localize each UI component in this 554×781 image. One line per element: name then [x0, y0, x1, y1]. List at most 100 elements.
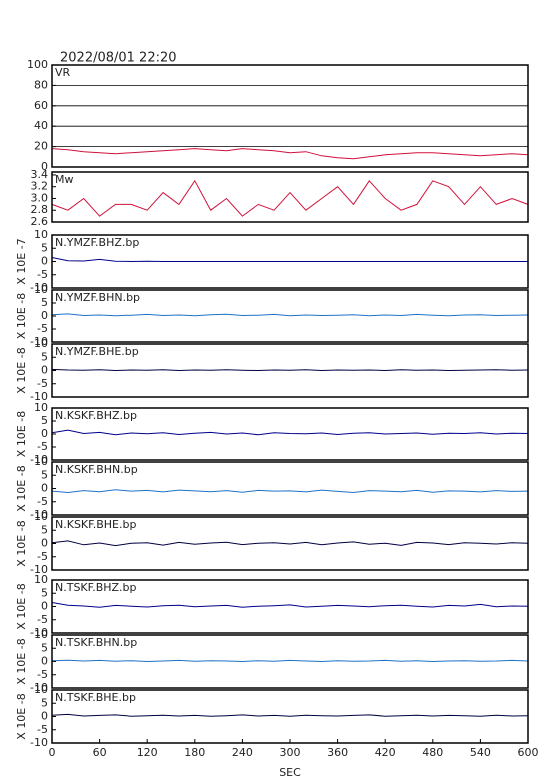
y-axis-label: X 10E -8 — [15, 583, 28, 629]
legend-label: N.KSKF.BHE.bp — [55, 518, 136, 531]
series-line — [51, 313, 529, 317]
panel-frame — [51, 461, 529, 516]
series-line — [51, 713, 529, 717]
y-tick-label: 60 — [34, 99, 48, 112]
panel-frame — [51, 407, 529, 461]
x-tick-label: 240 — [232, 746, 253, 759]
y-tick-label: -10 — [30, 626, 48, 639]
y-tick-label: 3.0 — [31, 191, 49, 204]
legend-label: N.TSKF.BHZ.bp — [55, 581, 137, 594]
x-tick-label: 120 — [137, 746, 158, 759]
y-tick-label: 80 — [34, 78, 48, 91]
y-tick-label: 0 — [41, 482, 48, 495]
series-line — [51, 368, 529, 372]
y-tick-label: 5 — [41, 414, 48, 427]
y-tick-label: -5 — [37, 268, 48, 281]
x-tick-label: 540 — [470, 746, 491, 759]
panel-frame — [51, 516, 529, 571]
y-tick-label: 0 — [41, 600, 48, 613]
y-tick-label: -10 — [30, 736, 48, 749]
y-tick-label: 5 — [41, 468, 48, 481]
y-axis-label: X 10E -8 — [15, 347, 28, 393]
y-tick-label: 2.8 — [31, 203, 49, 216]
y-tick-label: 5 — [41, 696, 48, 709]
series-line — [51, 148, 529, 160]
legend-label: N.YMZF.BHN.bp — [55, 291, 140, 304]
y-tick-label: -10 — [30, 681, 48, 694]
y-tick-label: 0 — [41, 364, 48, 377]
y-tick-label: -5 — [37, 613, 48, 626]
x-tick-label: 0 — [49, 746, 56, 759]
y-tick-label: -10 — [30, 335, 48, 348]
y-tick-label: -10 — [30, 563, 48, 576]
y-tick-label: 10 — [34, 683, 48, 696]
y-tick-label: 2.6 — [31, 215, 49, 228]
panel-frame — [51, 234, 529, 289]
y-tick-label: 10 — [34, 283, 48, 296]
series-line — [51, 659, 529, 663]
legend-label: N.TSKF.BHE.bp — [55, 691, 136, 704]
y-axis-label: X 10E -8 — [15, 411, 28, 457]
x-tick-label: 420 — [375, 746, 396, 759]
series-line — [51, 540, 529, 547]
panel-frame — [51, 689, 529, 744]
y-tick-label: 10 — [34, 455, 48, 468]
y-tick-label: 0 — [41, 655, 48, 668]
y-axis-label: X 10E -7 — [15, 238, 28, 284]
panel-frame — [51, 289, 529, 343]
y-tick-label: -5 — [37, 495, 48, 508]
y-tick-label: -10 — [30, 453, 48, 466]
y-tick-label: 3.4 — [31, 168, 49, 181]
y-tick-label: 5 — [41, 641, 48, 654]
y-tick-label: 0 — [41, 537, 48, 550]
y-tick-label: -10 — [30, 390, 48, 403]
y-tick-label: -5 — [37, 377, 48, 390]
y-tick-label: 0 — [41, 160, 48, 173]
y-tick-label: 0 — [41, 255, 48, 268]
y-axis-label: X 10E -8 — [15, 465, 28, 511]
y-tick-label: -10 — [30, 281, 48, 294]
x-tick-label: 180 — [184, 746, 205, 759]
x-tick-label: 480 — [422, 746, 443, 759]
legend-label: N.YMZF.BHZ.bp — [55, 236, 139, 249]
series-line — [51, 429, 529, 436]
legend-label: Mw — [55, 173, 74, 186]
x-tick-label: 60 — [93, 746, 107, 759]
y-axis-label: X 10E -8 — [15, 293, 28, 339]
y-tick-label: 0 — [41, 710, 48, 723]
x-tick-label: 360 — [327, 746, 348, 759]
y-tick-label: 5 — [41, 241, 48, 254]
y-tick-label: 100 — [27, 58, 48, 71]
legend-label: N.YMZF.BHE.bp — [55, 345, 139, 358]
y-tick-label: -5 — [37, 440, 48, 453]
y-tick-label: 10 — [34, 228, 48, 241]
y-tick-label: 3.2 — [31, 180, 49, 193]
x-tick-label: 600 — [518, 746, 539, 759]
y-tick-label: -5 — [37, 668, 48, 681]
y-tick-label: -5 — [37, 723, 48, 736]
y-tick-label: -5 — [37, 550, 48, 563]
panel-frame — [51, 579, 529, 634]
y-tick-label: 10 — [34, 573, 48, 586]
x-tick-label: 300 — [280, 746, 301, 759]
series-line — [51, 602, 529, 608]
panel-frame — [51, 64, 529, 168]
y-tick-label: 5 — [41, 586, 48, 599]
y-tick-label: 5 — [41, 350, 48, 363]
series-line — [51, 179, 529, 217]
y-axis-label: X 10E -8 — [15, 520, 28, 566]
y-tick-label: -5 — [37, 322, 48, 335]
series-line — [51, 489, 529, 494]
series-line — [51, 257, 528, 263]
chart-title: 2022/08/01 22:20 — [60, 51, 177, 66]
panel-frame — [51, 343, 529, 398]
legend-label: N.KSKF.BHZ.bp — [55, 409, 137, 422]
y-tick-label: 0 — [41, 427, 48, 440]
y-tick-label: 0 — [41, 309, 48, 322]
y-tick-label: -10 — [30, 508, 48, 521]
y-axis-label: X 10E -8 — [15, 693, 28, 739]
legend-label: VR — [55, 66, 71, 79]
panel-frame — [51, 171, 529, 223]
y-tick-label: 10 — [34, 628, 48, 641]
